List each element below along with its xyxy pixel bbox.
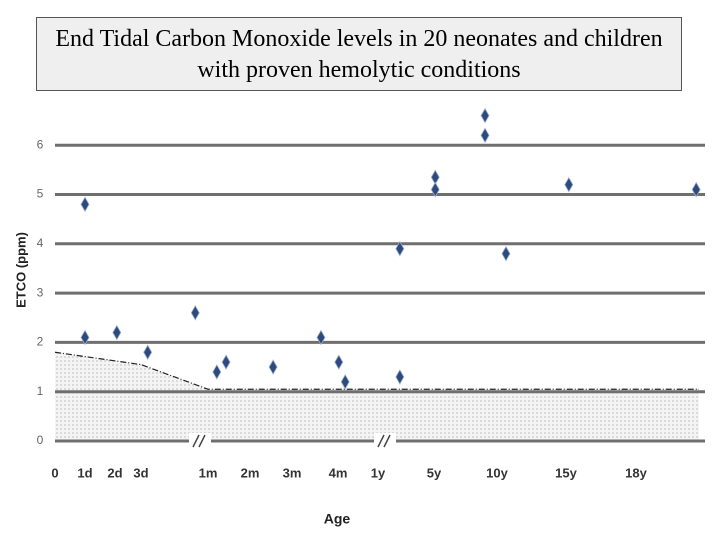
data-point	[190, 305, 200, 321]
data-point	[334, 354, 344, 370]
data-point	[112, 324, 122, 341]
x-tick-label: 1y	[371, 465, 386, 480]
axis-break	[189, 433, 396, 449]
y-axis-title: ETCO (ppm)	[13, 232, 28, 308]
x-tick-label: 5y	[427, 465, 442, 480]
data-point	[395, 369, 405, 385]
x-tick-label: 1d	[77, 465, 92, 480]
y-tick-label: 0	[37, 433, 44, 447]
x-tick-label: 2d	[107, 465, 122, 480]
y-tick-label: 4	[37, 236, 44, 250]
data-point	[316, 329, 326, 346]
data-point	[80, 329, 90, 346]
data-point	[691, 181, 701, 198]
x-tick-label: 2m	[241, 465, 260, 480]
reference-area	[55, 352, 699, 441]
data-point	[480, 107, 490, 124]
reference-line	[54, 351, 699, 390]
y-tick-label: 3	[37, 285, 44, 299]
x-tick-label: 3m	[283, 465, 302, 480]
data-point	[430, 181, 440, 198]
x-tick-label: 10y	[486, 465, 508, 480]
x-axis-title: Age	[324, 511, 351, 527]
data-point	[564, 176, 574, 193]
data-point	[480, 127, 490, 144]
x-tick-label: 15y	[555, 465, 577, 480]
data-point	[395, 240, 405, 257]
y-tick-label: 5	[37, 187, 44, 201]
data-point	[268, 359, 278, 375]
x-tick-label: 4m	[329, 465, 348, 480]
data-point	[340, 374, 350, 390]
y-tick-label: 2	[37, 335, 44, 349]
data-point	[143, 344, 153, 361]
data-point	[221, 354, 231, 370]
x-tick-label: 18y	[625, 465, 647, 480]
x-tick-label: 0	[51, 465, 58, 480]
chart-title: End Tidal Carbon Monoxide levels in 20 n…	[36, 17, 682, 91]
x-tick-label: 3d	[133, 465, 148, 480]
x-tick-label: 1m	[199, 465, 218, 480]
data-point	[212, 364, 222, 380]
data-point	[80, 196, 90, 213]
y-tick-label: 1	[37, 384, 44, 398]
data-point	[501, 245, 511, 262]
y-tick-label: 6	[37, 137, 44, 151]
